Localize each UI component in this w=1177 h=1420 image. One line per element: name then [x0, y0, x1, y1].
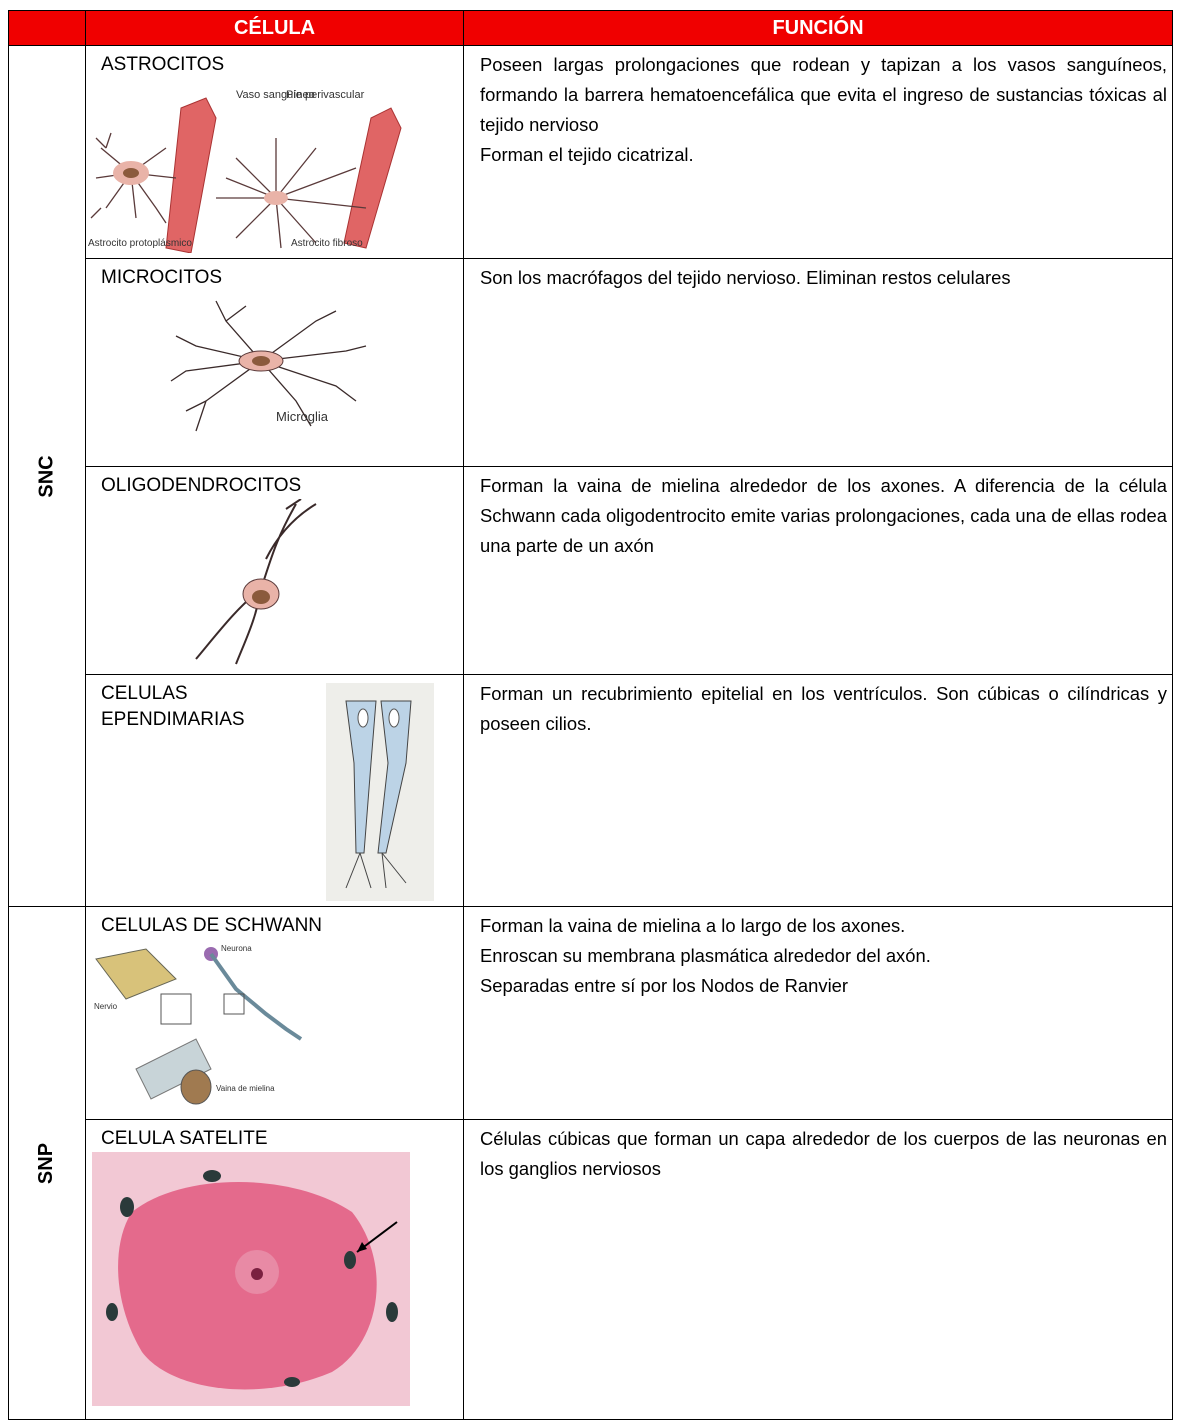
group-cell: SNP — [8, 906, 86, 1420]
satellite-figure — [92, 1152, 410, 1406]
oligodendrocyte-figure — [195, 498, 317, 665]
group-label: SNP — [35, 1142, 58, 1184]
figure-bg — [326, 683, 434, 901]
figure-label: Vaina de mielina — [216, 1084, 275, 1093]
figure-label: Vaso sanguíneo — [236, 89, 315, 101]
glia-table: CÉLULA FUNCIÓN SNC ASTROCITOS Vaso sangu… — [8, 10, 1173, 1420]
cell-name: CELULA SATELITE — [85, 1119, 464, 1420]
cell-name: MICROCITOS Microglia — [85, 258, 464, 467]
function-text: Enroscan su membrana plasmática alrededo… — [480, 945, 931, 966]
cell-function: Poseen largas prolongaciones que rodean … — [463, 45, 1173, 259]
nucleus — [252, 590, 270, 604]
nucleus — [123, 168, 139, 178]
function-text: Forman la vaina de mielina alrededor de … — [480, 475, 1167, 556]
cell-title: ASTROCITOS — [101, 54, 225, 75]
cell-function: Son los macrófagos del tejido nervioso. … — [463, 258, 1173, 467]
function-text: Son los macrófagos del tejido nervioso. … — [480, 267, 1011, 288]
cell-function: Células cúbicas que forman un capa alred… — [463, 1119, 1173, 1420]
soma — [264, 191, 288, 205]
cell-title: CELULAS DE SCHWANN — [101, 915, 323, 936]
cell-name: CELULAS DE SCHWANN Neurona Nervio Vaina … — [85, 906, 464, 1120]
vessel — [343, 107, 402, 249]
vessel — [165, 97, 217, 254]
astrocyte — [90, 132, 367, 249]
cell-title: MICROCITOS — [101, 267, 223, 288]
function-text: Poseen largas prolongaciones que rodean … — [480, 54, 1167, 135]
cell-function: Forman la vaina de mielina a lo largo de… — [463, 906, 1173, 1120]
cell-name: ASTROCITOS Vaso sanguíneo Pie perivascul… — [85, 45, 464, 259]
header-row: CÉLULA FUNCIÓN — [8, 10, 1173, 46]
figure-label: Pie perivascular — [286, 89, 365, 101]
cell-title: OLIGODENDROCITOS — [101, 475, 302, 496]
cell-title-line: CELULAS — [101, 683, 188, 704]
nucleus — [252, 356, 270, 366]
function-text: Forman la vaina de mielina a lo largo de… — [480, 915, 906, 936]
astrocyte-figure: Vaso sanguíneo Pie perivascular Astrocit… — [88, 89, 402, 254]
microglia-figure: Microglia — [170, 300, 367, 432]
cell-title: CELULA SATELITE — [101, 1128, 268, 1149]
figure-label: Microglia — [276, 409, 329, 424]
header-blank — [8, 10, 86, 46]
cell-name: OLIGODENDROCITOS — [85, 466, 464, 675]
header-function: FUNCIÓN — [463, 10, 1173, 46]
figure-label: Astrocito protoplásmico — [88, 238, 192, 249]
cell-title-line: EPENDIMARIAS — [101, 709, 245, 730]
group-label: SNC — [35, 454, 58, 498]
function-text: Forman el tejido cicatrizal. — [480, 144, 694, 165]
function-text: Células cúbicas que forman un capa alred… — [480, 1128, 1167, 1179]
header-cell: CÉLULA — [85, 10, 464, 46]
ependymal-figure — [326, 683, 434, 901]
figure-label: Neurona — [221, 944, 252, 953]
cell-title: CELULAS EPENDIMARIAS — [86, 675, 463, 733]
function-text: Separadas entre sí por los Nodos de Ranv… — [480, 975, 849, 996]
schwann-figure: Neurona Nervio Vaina de mielina — [94, 944, 303, 1105]
cell-function: Forman un recubrimiento epitelial en los… — [463, 674, 1173, 907]
figure-label: Nervio — [94, 1002, 118, 1011]
figure-label: Astrocito fibroso — [291, 238, 363, 249]
group-cell: SNC — [8, 45, 86, 907]
cell-name: CELULAS EPENDIMARIAS — [85, 674, 464, 907]
function-text: Forman un recubrimiento epitelial en los… — [480, 683, 1167, 734]
cell-function: Forman la vaina de mielina alrededor de … — [463, 466, 1173, 675]
